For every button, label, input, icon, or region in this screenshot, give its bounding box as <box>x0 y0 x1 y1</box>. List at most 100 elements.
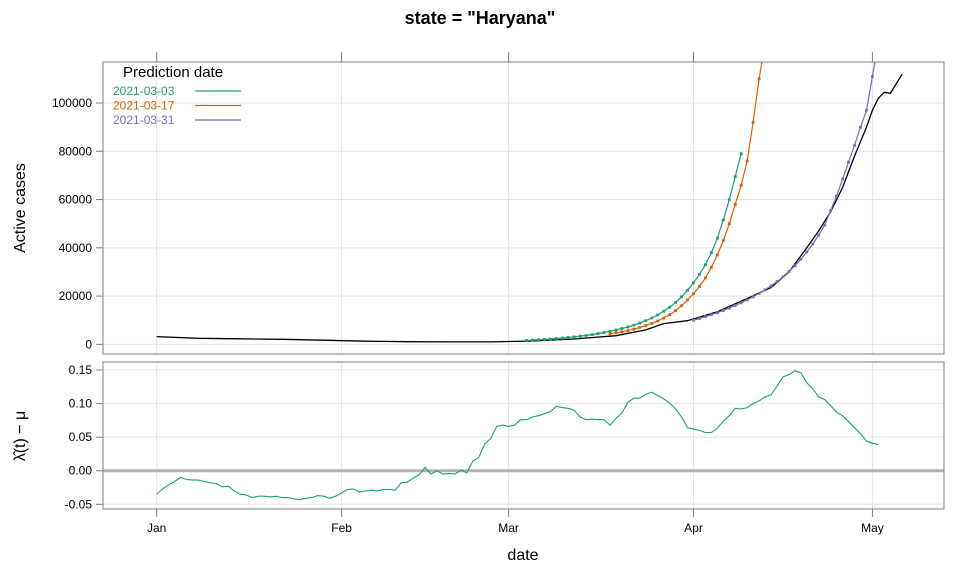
prediction-point <box>614 331 618 335</box>
legend-title: Prediction date <box>123 64 223 81</box>
prediction-point <box>632 327 636 331</box>
prediction-point <box>704 263 707 267</box>
prediction-point <box>709 265 713 269</box>
prediction-point <box>835 194 839 198</box>
bottom-y-tick-label: 0.10 <box>69 397 93 411</box>
prediction-point <box>692 318 695 322</box>
prediction-point <box>781 275 785 279</box>
prediction-line-3 <box>693 62 876 321</box>
prediction-point <box>751 295 755 299</box>
prediction-point <box>632 323 636 327</box>
x-axis-label: date <box>507 547 538 564</box>
prediction-point <box>650 316 654 320</box>
prediction-point <box>865 108 868 112</box>
prediction-point <box>793 264 797 268</box>
x-tick-label: Jan <box>147 521 166 535</box>
legend-entry-label: 2021-03-17 <box>113 99 175 113</box>
prediction-point <box>847 160 850 164</box>
prediction-point <box>715 236 719 240</box>
prediction-point <box>704 315 707 318</box>
prediction-point <box>674 309 677 312</box>
prediction-point <box>721 218 725 222</box>
prediction-point <box>692 292 695 296</box>
prediction-point <box>578 334 582 338</box>
prediction-point <box>841 177 845 181</box>
prediction-point <box>698 272 701 276</box>
bottom-panel-frame <box>102 361 945 510</box>
prediction-point <box>620 330 624 334</box>
top-panel-series <box>156 41 903 343</box>
prediction-point <box>739 152 743 156</box>
prediction-point <box>704 276 707 280</box>
prediction-line-1 <box>526 153 742 342</box>
axes: Jan Feb Mar Apr May 0 20000 40000 60000 80000 1000… <box>52 52 884 535</box>
prediction-point <box>548 337 552 341</box>
prediction-point <box>799 257 803 261</box>
prediction-point <box>680 304 683 308</box>
prediction-point <box>764 41 767 44</box>
prediction-point <box>829 209 833 212</box>
prediction-point <box>668 313 672 317</box>
observed-active-cases-line <box>156 73 903 343</box>
prediction-point <box>715 311 719 315</box>
prediction-point <box>692 281 695 285</box>
prediction-point <box>560 336 564 340</box>
prediction-point <box>805 250 809 254</box>
prediction-point <box>739 183 743 187</box>
prediction-point <box>727 306 731 310</box>
prediction-point <box>626 325 630 329</box>
prediction-point <box>614 328 618 332</box>
prediction-point <box>638 321 642 325</box>
bottom-y-tick-label: 0.05 <box>69 430 93 444</box>
prediction-point <box>656 313 660 317</box>
prediction-point <box>727 222 731 226</box>
bottom-y-axis-label: λ̂(t) − μ <box>12 411 29 462</box>
prediction-point <box>608 332 612 336</box>
prediction-point <box>656 319 660 323</box>
prediction-point <box>733 175 737 179</box>
legend-entry-label: 2021-03-03 <box>113 84 175 98</box>
x-tick-label: Mar <box>498 521 519 535</box>
top-y-tick-label: 60000 <box>59 193 93 207</box>
prediction-point <box>542 338 546 341</box>
prediction-point <box>733 202 737 206</box>
bottom-y-tick-label: 0.00 <box>69 464 93 478</box>
top-y-tick-label: 0 <box>85 337 92 351</box>
x-tick-label: May <box>861 521 884 535</box>
top-panel-grid <box>103 62 944 354</box>
prediction-point <box>662 316 666 320</box>
lambda-minus-mu-line <box>156 370 879 501</box>
prediction-point <box>751 120 755 124</box>
prediction-point <box>554 337 558 340</box>
prediction-point <box>859 125 862 129</box>
prediction-point <box>698 317 701 320</box>
top-y-tick-label: 100000 <box>52 96 92 110</box>
prediction-point <box>584 334 588 337</box>
prediction-point <box>733 304 737 307</box>
prediction-point <box>596 332 600 336</box>
prediction-point <box>709 251 713 255</box>
prediction-point <box>721 309 725 312</box>
bottom-panel-series <box>103 370 944 501</box>
prediction-point <box>709 313 713 317</box>
prediction-point <box>775 280 779 284</box>
prediction-point <box>871 75 874 78</box>
prediction-point <box>608 329 612 333</box>
legend-entry-label: 2021-03-31 <box>113 113 175 127</box>
prediction-point <box>644 319 648 323</box>
prediction-point <box>680 295 683 299</box>
prediction-point <box>739 301 743 305</box>
prediction-point <box>644 324 648 327</box>
prediction-point <box>602 331 606 334</box>
prediction-point <box>662 309 666 313</box>
prediction-point <box>674 300 677 304</box>
prediction-point <box>817 233 821 237</box>
prediction-point <box>566 336 570 339</box>
prediction-point <box>650 321 654 325</box>
top-y-tick-label: 80000 <box>59 144 93 158</box>
prediction-point <box>715 253 719 257</box>
prediction-point <box>638 326 642 329</box>
prediction-point <box>698 285 701 288</box>
prediction-point <box>525 339 528 342</box>
prediction-point <box>686 288 689 292</box>
